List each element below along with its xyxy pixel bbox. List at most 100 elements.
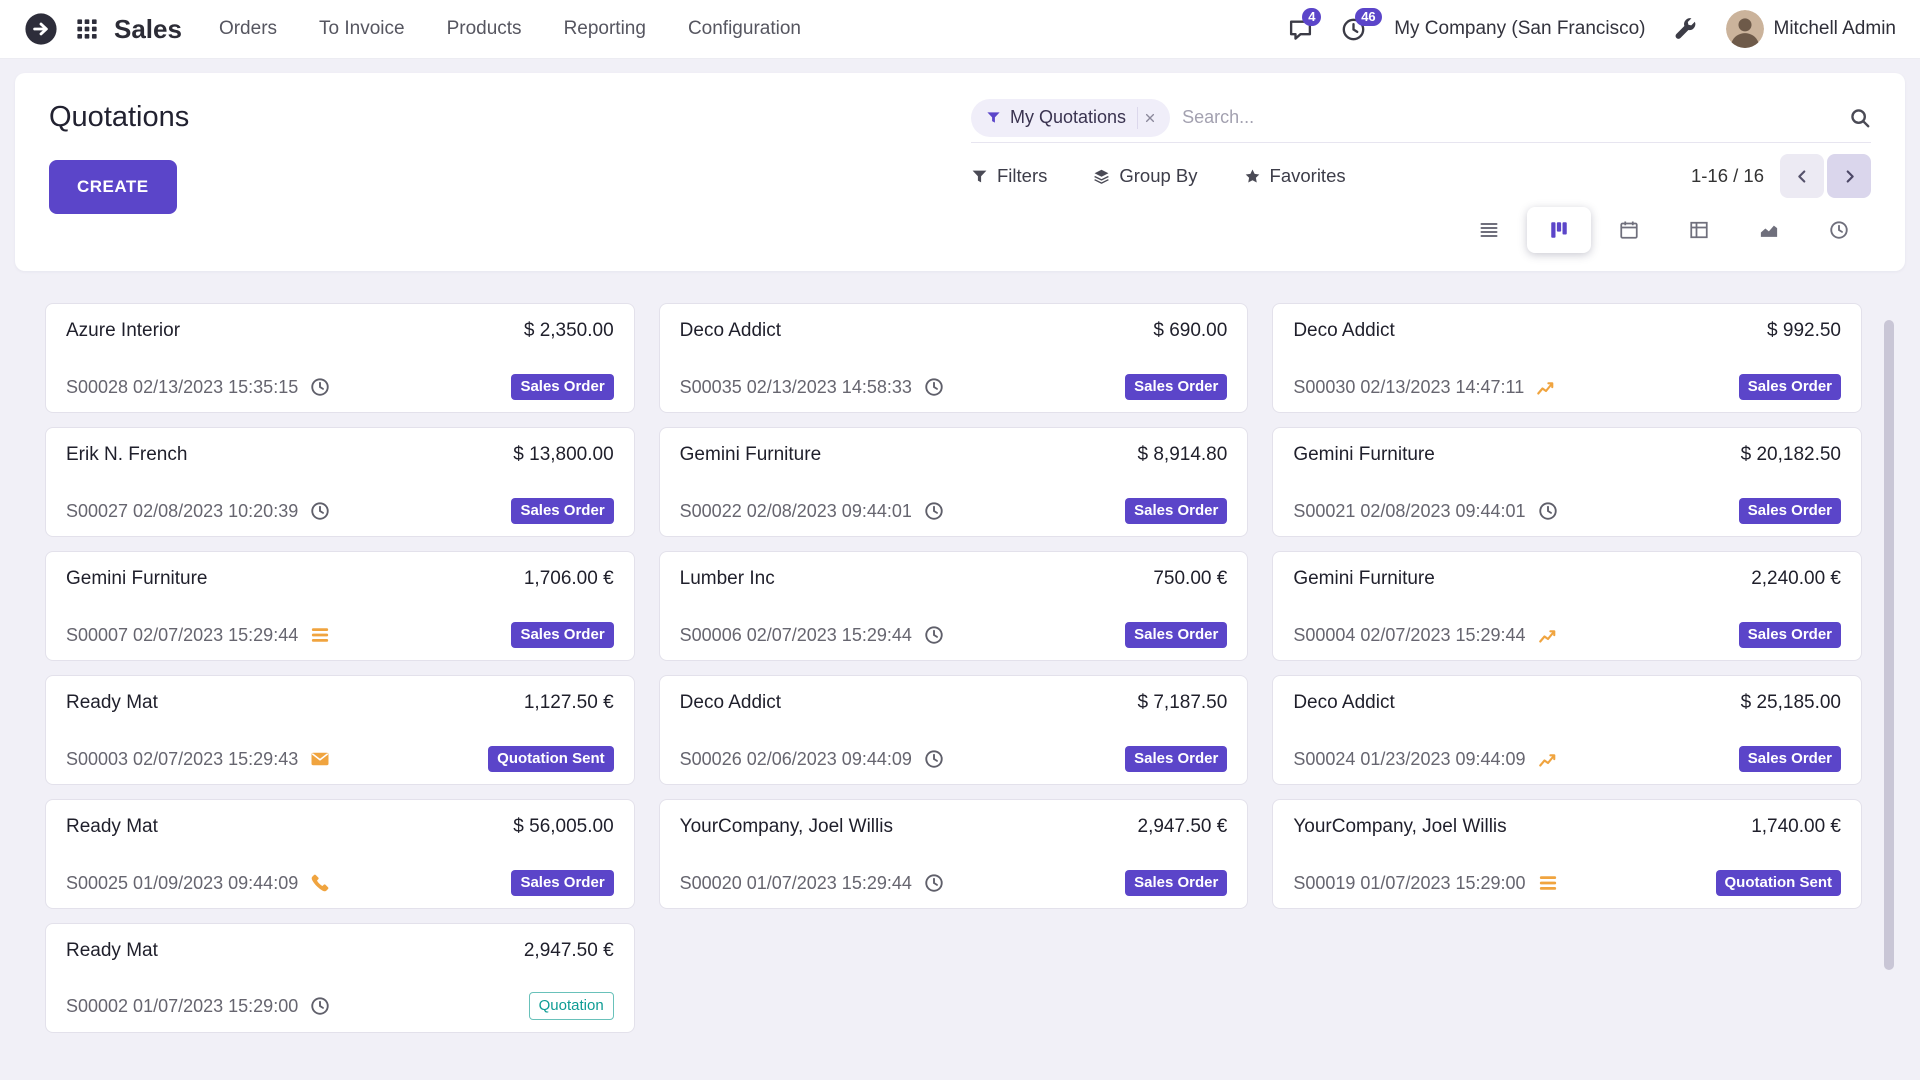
app-name[interactable]: Sales [114, 13, 182, 44]
view-switch-list[interactable] [1457, 207, 1521, 253]
quotation-card[interactable]: Deco Addict $ 25,185.00 S00024 01/23/2023 … [1272, 675, 1862, 785]
quotation-card[interactable]: Gemini Furniture 1,706.00 € S00007 02/07/2… [45, 551, 635, 661]
menu-item-orders[interactable]: Orders [218, 18, 278, 39]
partner-name: YourCompany, Joel Willis [1293, 816, 1507, 837]
clock-activity-icon[interactable] [924, 501, 944, 521]
partner-name: Deco Addict [679, 692, 782, 713]
clock-activity-icon[interactable] [1538, 501, 1558, 521]
chevron-right-icon [1841, 168, 1858, 185]
list-activity-icon[interactable] [1538, 873, 1558, 893]
view-switch-activity[interactable] [1807, 207, 1871, 253]
clock-activity-icon[interactable] [924, 749, 944, 769]
quotation-card[interactable]: Erik N. French $ 13,800.00 S00027 02/08/20… [45, 427, 635, 537]
status-badge: Sales Order [1125, 498, 1228, 524]
envelope-activity-icon[interactable] [310, 749, 330, 769]
status-badge: Sales Order [1125, 746, 1228, 772]
quotation-card[interactable]: YourCompany, Joel Willis 1,740.00 € S00019… [1272, 799, 1862, 909]
order-amount: 2,947.50 € [1137, 816, 1228, 837]
home-menu-button[interactable] [24, 12, 58, 46]
view-switch-graph[interactable] [1737, 207, 1801, 253]
order-reference: S00002 01/07/2023 15:29:00 [66, 995, 299, 1016]
messages-button[interactable]: 4 [1288, 7, 1322, 42]
filter-icon [971, 168, 988, 185]
chart-activity-icon[interactable] [1538, 625, 1558, 645]
activities-button[interactable]: 46 [1341, 7, 1382, 42]
quotation-card[interactable]: Gemini Furniture $ 8,914.80 S00022 02/08/2… [658, 427, 1249, 537]
search-input[interactable] [1182, 107, 1837, 128]
quotation-card[interactable]: Ready Mat $ 56,005.00 S00025 01/09/2023 09… [45, 799, 635, 909]
group-by-button[interactable]: Group By [1093, 165, 1198, 187]
quotation-card[interactable]: Lumber Inc 750.00 € S00006 02/07/2023 15:2… [658, 551, 1249, 661]
partner-name: Deco Addict [1293, 692, 1395, 713]
phone-activity-icon[interactable] [310, 873, 330, 893]
partner-name: Erik N. French [66, 444, 188, 465]
control-panel-left: Quotations CREATE [49, 97, 971, 253]
clock-activity-icon[interactable] [310, 996, 330, 1016]
order-reference: S00025 01/09/2023 09:44:09 [66, 872, 299, 893]
chart-activity-icon[interactable] [1538, 749, 1558, 769]
order-reference: S00020 01/07/2023 15:29:44 [679, 872, 912, 893]
view-switch-calendar[interactable] [1597, 207, 1661, 253]
scrollbar[interactable] [1884, 320, 1894, 970]
topbar-menu: Orders To Invoice Products Reporting Configu… [198, 0, 822, 58]
order-amount: $ 56,005.00 [513, 816, 614, 837]
quotation-card[interactable]: Deco Addict $ 690.00 S00035 02/13/2023 14:… [658, 303, 1249, 413]
filters-button[interactable]: Filters [971, 165, 1047, 187]
menu-item-to-invoice[interactable]: To Invoice [319, 18, 405, 39]
favorites-button[interactable]: Favorites [1244, 165, 1346, 187]
clock-activity-icon[interactable] [310, 377, 330, 397]
quotation-card[interactable]: Deco Addict $ 7,187.50 S00026 02/06/2023 0… [658, 675, 1249, 785]
menu-item-configuration[interactable]: Configuration [687, 18, 801, 39]
close-icon [1144, 112, 1156, 124]
control-panel: Quotations CREATE My Quotations Filters … [15, 73, 1905, 271]
search-facet: My Quotations [971, 98, 1171, 137]
menu-item-products[interactable]: Products [446, 18, 522, 39]
pivot-view-icon [1689, 220, 1709, 240]
clock-activity-icon[interactable] [924, 625, 944, 645]
company-switcher[interactable]: My Company (San Francisco) [1394, 18, 1646, 39]
group-by-label: Group By [1119, 165, 1198, 186]
status-badge: Sales Order [1125, 622, 1228, 648]
status-badge: Quotation Sent [1715, 870, 1841, 896]
activity-view-icon [1829, 220, 1849, 240]
menu-item-reporting[interactable]: Reporting [563, 18, 646, 39]
order-reference: S00019 01/07/2023 15:29:00 [1293, 872, 1526, 893]
clock-activity-icon[interactable] [924, 377, 944, 397]
status-badge: Sales Order [1738, 746, 1841, 772]
group-by-icon [1093, 168, 1110, 185]
quotation-card[interactable]: Ready Mat 1,127.50 € S00003 02/07/2023 15:… [45, 675, 635, 785]
chart-activity-icon[interactable] [1536, 377, 1556, 397]
pager-next-button[interactable] [1827, 154, 1871, 198]
quotation-card[interactable]: Ready Mat 2,947.50 € S00002 01/07/2023 15:… [45, 923, 635, 1033]
top-navbar: Sales Orders To Invoice Products Reporting C… [0, 0, 1920, 59]
order-reference: S00027 02/08/2023 10:20:39 [66, 500, 299, 521]
user-menu[interactable]: Mitchell Admin [1725, 10, 1896, 48]
pager-range: 1-16 / 16 [1690, 165, 1764, 186]
list-activity-icon[interactable] [310, 625, 330, 645]
facet-label: My Quotations [1010, 107, 1127, 127]
create-button[interactable]: CREATE [49, 160, 177, 214]
developer-tools-button[interactable] [1674, 17, 1698, 41]
clock-activity-icon[interactable] [310, 501, 330, 521]
view-switch-kanban[interactable] [1527, 207, 1591, 253]
quotation-card[interactable]: YourCompany, Joel Willis 2,947.50 € S00020… [658, 799, 1249, 909]
partner-name: Ready Mat [66, 692, 158, 713]
pager-previous-button[interactable] [1780, 154, 1824, 198]
order-amount: 1,706.00 € [523, 568, 614, 589]
search-icon[interactable] [1849, 107, 1871, 129]
quotation-card[interactable]: Gemini Furniture 2,240.00 € S00004 02/07/2… [1272, 551, 1862, 661]
clock-activity-icon[interactable] [924, 873, 944, 893]
order-reference: S00003 02/07/2023 15:29:43 [66, 748, 299, 769]
page-title: Quotations [49, 101, 190, 133]
quotation-card[interactable]: Deco Addict $ 992.50 S00030 02/13/2023 14:… [1272, 303, 1862, 413]
partner-name: Lumber Inc [679, 568, 775, 589]
remove-facet-button[interactable] [1137, 106, 1162, 129]
order-amount: 1,740.00 € [1751, 816, 1841, 837]
partner-name: YourCompany, Joel Willis [679, 816, 893, 837]
chevron-left-icon [1794, 168, 1811, 185]
quotation-card[interactable]: Gemini Furniture $ 20,182.50 S00021 02/08/… [1272, 427, 1862, 537]
apps-grid-button[interactable] [76, 18, 98, 40]
quotation-card[interactable]: Azure Interior $ 2,350.00 S00028 02/13/202… [45, 303, 635, 413]
view-switch-pivot[interactable] [1667, 207, 1731, 253]
order-amount: $ 13,800.00 [513, 444, 614, 465]
